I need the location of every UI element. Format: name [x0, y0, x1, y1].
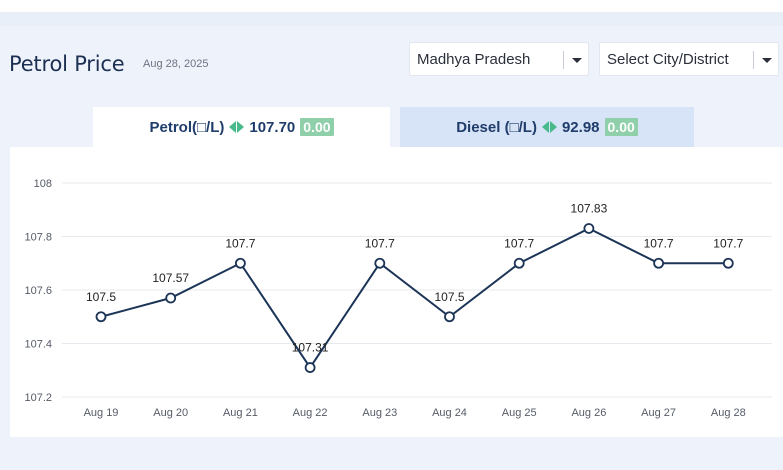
data-label: 107.7 — [225, 236, 255, 250]
series-line — [100, 227, 729, 370]
tab-petrol-price: 107.70 — [249, 118, 296, 136]
tab-diesel-change-badge: 0.00 — [604, 118, 638, 136]
data-label: 107.5 — [434, 290, 464, 304]
data-point — [653, 257, 664, 269]
x-tick-label: Aug 22 — [293, 407, 328, 419]
data-label: 107.7 — [644, 236, 674, 250]
y-tick-label: 108 — [34, 178, 52, 190]
data-point — [95, 311, 107, 323]
city-select[interactable]: Select City/District — [599, 42, 779, 76]
data-label: 107.7 — [504, 236, 534, 250]
top-strip-gap — [0, 12, 783, 26]
chart-card: 108 107.8 107.6 107.4 107.2 Aug 19 Aug 20 Aug 2… — [10, 147, 783, 437]
data-label: 107.5 — [86, 290, 116, 304]
x-tick-label: Aug 28 — [711, 407, 746, 419]
price-change-arrows-icon — [229, 121, 245, 133]
city-select-value: Select City/District — [607, 50, 729, 68]
data-point — [722, 257, 734, 269]
data-point — [444, 311, 455, 323]
chevron-down-icon[interactable] — [762, 58, 772, 63]
data-label: 107.57 — [152, 271, 189, 285]
x-tick-label: Aug 21 — [223, 407, 258, 419]
y-tick-label: 107.6 — [24, 285, 52, 297]
data-point — [165, 292, 177, 304]
y-tick-label: 107.4 — [24, 339, 52, 351]
data-label: 107.83 — [571, 201, 608, 215]
state-select-value: Madhya Pradesh — [417, 50, 531, 68]
data-label: 107.31 — [292, 341, 329, 355]
top-strip — [0, 0, 783, 12]
tab-diesel[interactable]: Diesel (□/L) 92.98 0.00 — [400, 107, 694, 147]
state-select-separator — [563, 51, 564, 69]
x-tick-label: Aug 26 — [571, 407, 606, 419]
x-tick-label: Aug 19 — [84, 407, 119, 419]
price-change-arrows-icon — [541, 121, 557, 133]
page-date: Aug 28, 2025 — [143, 58, 209, 70]
data-point — [513, 257, 525, 269]
x-tick-label: Aug 20 — [153, 407, 188, 419]
data-point — [374, 257, 386, 269]
bottom-strip — [0, 437, 783, 470]
x-tick-label: Aug 24 — [432, 407, 467, 419]
tab-petrol-change-badge: 0.00 — [300, 118, 334, 136]
tab-diesel-label: Diesel (□/L) — [456, 118, 537, 136]
tab-petrol[interactable]: Petrol(□/L) 107.70 0.00 — [93, 107, 390, 147]
tab-diesel-price: 92.98 — [561, 118, 600, 136]
data-label: 107.7 — [365, 236, 395, 250]
chevron-down-icon[interactable] — [572, 58, 582, 63]
x-tick-label: Aug 25 — [502, 407, 537, 419]
x-tick-label: Aug 23 — [362, 407, 397, 419]
data-point — [304, 362, 316, 373]
state-select[interactable]: Madhya Pradesh — [409, 42, 589, 76]
page-title: Petrol Price — [9, 52, 125, 76]
y-tick-label: 107.2 — [24, 392, 52, 404]
data-point — [583, 223, 595, 234]
data-point — [234, 257, 246, 269]
tab-petrol-label: Petrol(□/L) — [149, 118, 225, 136]
data-label: 107.7 — [713, 236, 743, 250]
y-tick-label: 107.8 — [24, 232, 52, 244]
x-tick-label: Aug 27 — [641, 407, 676, 419]
city-select-separator — [753, 51, 754, 69]
price-line-chart: 108 107.8 107.6 107.4 107.2 Aug 19 Aug 20 Aug 2… — [24, 178, 772, 419]
